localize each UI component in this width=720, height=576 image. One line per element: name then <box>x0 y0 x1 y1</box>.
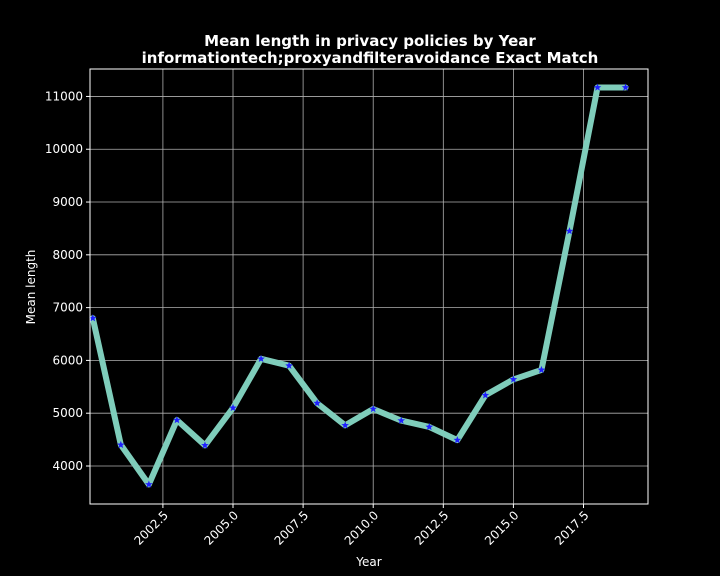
data-point-marker <box>537 365 546 374</box>
x-tick-label: 2010.0 <box>342 508 382 548</box>
y-axis-label: Mean length <box>24 250 38 325</box>
data-point-marker <box>285 361 293 369</box>
series-line <box>89 84 629 488</box>
x-tick-label: 2015.0 <box>482 508 522 548</box>
y-tick-label: 5000 <box>52 406 83 420</box>
data-point-marker <box>369 404 378 413</box>
data-point-marker <box>145 480 153 488</box>
data-point-marker <box>509 375 518 383</box>
chart-title: Mean length in privacy policies by Year <box>204 32 536 50</box>
x-axis-label: Year <box>355 555 381 569</box>
x-tick-label: 2017.5 <box>552 508 592 548</box>
data-series <box>89 83 630 488</box>
data-point-marker <box>117 440 125 449</box>
y-tick-label: 4000 <box>52 459 83 473</box>
y-tick-label: 6000 <box>52 353 83 367</box>
data-point-marker <box>229 403 237 412</box>
x-tick-label: 2005.0 <box>202 508 242 548</box>
data-point-marker <box>341 421 349 429</box>
data-point-marker <box>565 227 574 235</box>
ticks: 2002.5 2005.0 2007.5 2010.0 2012.5 2015.0 2017… <box>45 89 592 547</box>
data-point-marker <box>257 354 265 363</box>
data-point-marker <box>453 436 462 444</box>
data-point-marker <box>481 391 490 399</box>
y-tick-label: 11000 <box>45 89 83 103</box>
chart-subtitle: informationtech;proxyandfilteravoidance … <box>142 49 599 67</box>
x-tick-label: 2012.5 <box>412 508 452 548</box>
plot-frame <box>89 68 649 505</box>
data-point-marker <box>425 422 434 431</box>
y-tick-label: 8000 <box>52 248 83 262</box>
grid <box>90 69 648 504</box>
y-tick-label: 7000 <box>52 301 83 315</box>
y-tick-label: 9000 <box>52 195 83 209</box>
data-point-marker <box>173 416 181 424</box>
data-point-marker <box>397 416 406 424</box>
data-point-marker <box>201 441 209 449</box>
x-tick-label: 2002.5 <box>131 508 171 548</box>
data-point-marker <box>313 399 321 407</box>
x-tick-label: 2007.5 <box>272 508 312 548</box>
y-tick-label: 10000 <box>45 142 83 156</box>
data-point-marker <box>593 83 602 91</box>
data-point-marker <box>621 83 630 91</box>
data-point-marker <box>89 314 97 322</box>
